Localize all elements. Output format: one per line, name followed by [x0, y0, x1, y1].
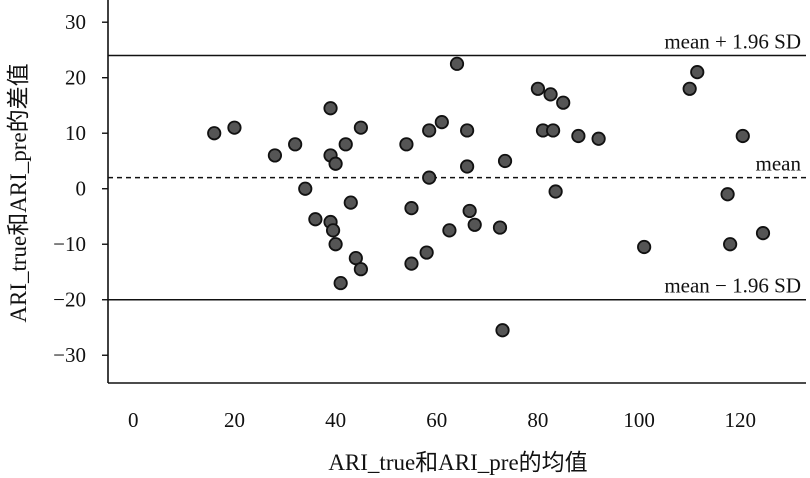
x-tick-label: 100: [623, 408, 655, 432]
data-point: [288, 137, 303, 152]
data-point: [462, 203, 477, 219]
data-point: [338, 137, 353, 152]
x-tick-label: 20: [224, 408, 245, 432]
data-point: [556, 95, 571, 110]
data-point: [543, 87, 558, 102]
data-point: [497, 153, 513, 169]
data-point: [460, 123, 475, 138]
reference-label-upper-limit: mean + 1.96 SD: [664, 30, 801, 54]
data-point: [755, 226, 771, 241]
data-point: [571, 128, 586, 144]
data-point: [492, 220, 508, 235]
y-tick-label: −20: [53, 288, 86, 312]
data-point: [323, 101, 338, 116]
data-point: [399, 137, 414, 152]
data-point: [467, 217, 482, 232]
data-point: [720, 187, 735, 202]
data-point: [343, 195, 358, 210]
y-axis-title: ARI_true和ARI_pre的差值: [6, 63, 31, 322]
plot-area: −30 −20 −10 0 10 20 30 0 20 40 60 80 100 120 mean + 1.…: [53, 0, 806, 432]
data-point: [530, 81, 546, 96]
data-point: [267, 148, 283, 163]
x-tick-label: 60: [426, 408, 447, 432]
reference-label-lower-limit: mean − 1.96 SD: [664, 274, 801, 298]
data-point: [207, 126, 222, 141]
data-point: [434, 115, 449, 130]
y-tick-label: 0: [76, 177, 87, 201]
data-point: [723, 237, 738, 252]
data-point: [325, 223, 341, 238]
data-point: [546, 123, 561, 138]
y-tick-label: 10: [65, 121, 86, 145]
data-point: [422, 170, 437, 185]
data-point: [419, 245, 434, 260]
data-point: [690, 65, 705, 80]
data-point: [328, 156, 343, 171]
data-point: [495, 323, 510, 338]
data-point: [308, 212, 323, 227]
data-point: [404, 256, 419, 271]
x-tick-label: 120: [724, 408, 756, 432]
x-tick-label: 0: [128, 408, 139, 432]
data-point: [637, 239, 652, 255]
reference-label-mean: mean: [756, 152, 802, 176]
data-point: [682, 81, 697, 96]
data-point: [442, 223, 457, 238]
data-point: [548, 184, 563, 199]
y-tick-label: −10: [53, 232, 86, 256]
data-point: [460, 159, 475, 174]
y-tick-label: −30: [53, 343, 86, 367]
x-tick-label: 80: [527, 408, 548, 432]
y-tick-label: 20: [65, 66, 86, 90]
data-point: [735, 128, 750, 144]
data-point: [353, 262, 368, 277]
y-tick-label: 30: [65, 10, 86, 34]
data-point: [591, 131, 606, 146]
data-point: [298, 181, 313, 196]
data-point: [404, 201, 419, 216]
data-point: [353, 120, 368, 135]
data-point: [333, 275, 348, 291]
x-tick-label: 40: [325, 408, 346, 432]
x-axis-title: ARI_true和ARI_pre的均值: [328, 450, 587, 475]
data-point: [449, 56, 465, 71]
data-point: [422, 123, 437, 138]
data-point: [328, 237, 343, 252]
data-point: [227, 120, 242, 135]
